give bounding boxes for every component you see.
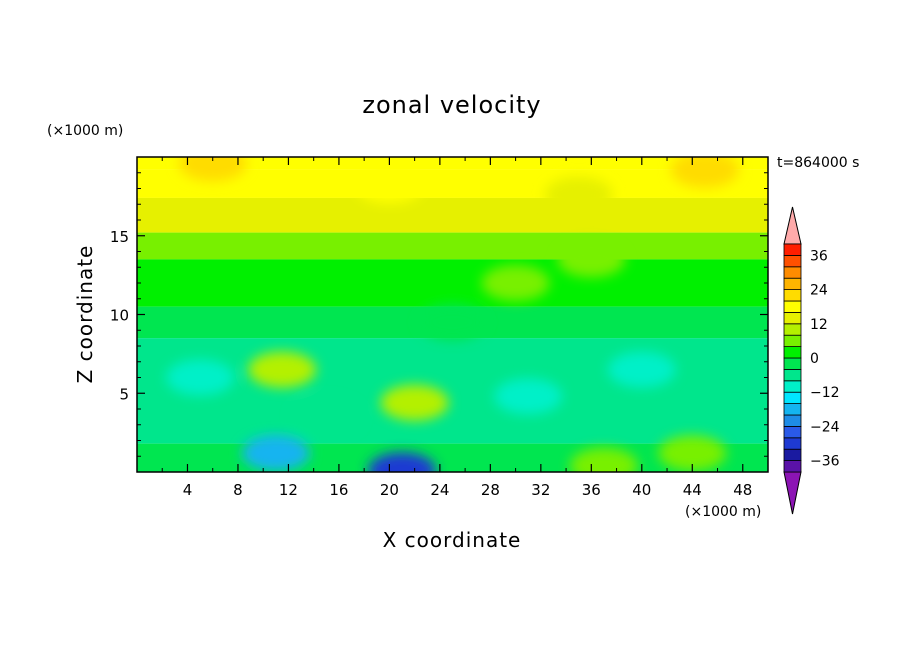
velocity-band (137, 338, 768, 444)
velocity-feature (569, 447, 638, 472)
velocity-band (137, 157, 768, 170)
velocity-feature (481, 265, 550, 301)
colorbar-tick-label: 0 (810, 351, 819, 367)
velocity-field-features (166, 157, 739, 472)
colorbar: 36 24 12 0 −12 −24 −36 (783, 206, 840, 515)
y-axis-label: Z coordinate (73, 245, 97, 384)
velocity-feature (241, 435, 310, 472)
velocity-feature (557, 241, 626, 278)
x-tick-label: 36 (582, 481, 601, 499)
colorbar-tick-label: 36 (810, 248, 828, 264)
colorbar-swatch (783, 323, 802, 336)
velocity-band (137, 259, 768, 307)
time-label: t=864000 s (777, 155, 859, 171)
colorbar-tick-label: 12 (810, 317, 828, 333)
x-tick-label: 28 (481, 481, 500, 499)
x-tick-label: 12 (279, 481, 298, 499)
colorbar-swatch (783, 266, 802, 279)
colorbar-swatch (783, 346, 802, 359)
colorbar-tick-label: 24 (810, 283, 828, 299)
colorbar-swatch (783, 243, 802, 256)
colorbar-swatch (783, 357, 802, 370)
velocity-feature (494, 378, 563, 415)
colorbar-swatch (783, 334, 802, 348)
x-tick-label: 20 (380, 481, 399, 499)
chart-title: zonal velocity (362, 91, 541, 119)
y-unit-label: (×1000 m) (47, 123, 123, 139)
velocity-band (137, 169, 768, 198)
velocity-feature (166, 359, 235, 396)
y-tick-label: 10 (110, 307, 129, 325)
velocity-feature (670, 157, 739, 188)
x-tick-label: 4 (183, 481, 193, 499)
velocity-feature (544, 176, 613, 213)
x-axis-ticks: 4 8 12 16 20 24 28 32 36 40 44 48 (161, 157, 752, 499)
x-tick-label: 48 (733, 481, 752, 499)
velocity-feature (607, 351, 676, 388)
y-axis-ticks: 5 10 15 (110, 172, 768, 457)
x-tick-label: 32 (531, 481, 550, 499)
velocity-feature (380, 384, 449, 421)
velocity-feature (658, 435, 727, 472)
colorbar-swatch (783, 414, 802, 427)
velocity-feature (248, 351, 317, 388)
colorbar-swatch (783, 437, 802, 450)
colorbar-swatch (783, 289, 802, 302)
colorbar-swatch (783, 425, 802, 439)
velocity-band (137, 197, 768, 233)
colorbar-swatch (783, 391, 802, 405)
colorbar-swatch (783, 448, 802, 462)
y-tick-label: 5 (119, 385, 129, 403)
colorbar-swatch (783, 368, 802, 382)
colorbar-tick-label: −12 (810, 385, 840, 401)
velocity-feature (418, 304, 487, 341)
x-tick-label: 8 (233, 481, 243, 499)
x-tick-label: 24 (430, 481, 449, 499)
colorbar-tick-label: −24 (810, 419, 840, 435)
x-unit-label: (×1000 m) (685, 504, 761, 520)
x-tick-label: 16 (329, 481, 348, 499)
x-tick-label: 40 (632, 481, 651, 499)
colorbar-over-arrow (783, 206, 802, 245)
y-tick-label: 15 (110, 228, 129, 246)
colorbar-swatch (783, 460, 802, 473)
velocity-feature (368, 452, 437, 472)
velocity-feature (178, 157, 247, 182)
colorbar-tick-label: −36 (810, 454, 840, 470)
colorbar-swatch (783, 277, 802, 291)
colorbar-swatch (783, 311, 802, 325)
x-axis-label: X coordinate (383, 528, 522, 552)
colorbar-swatch (783, 380, 802, 393)
velocity-band (137, 232, 768, 260)
colorbar-under-arrow (783, 471, 802, 515)
colorbar-swatch (783, 403, 802, 416)
velocity-feature (355, 167, 424, 204)
x-tick-label: 44 (683, 481, 702, 499)
colorbar-swatch (783, 254, 802, 268)
velocity-feature (292, 398, 361, 435)
colorbar-swatch (783, 300, 802, 313)
